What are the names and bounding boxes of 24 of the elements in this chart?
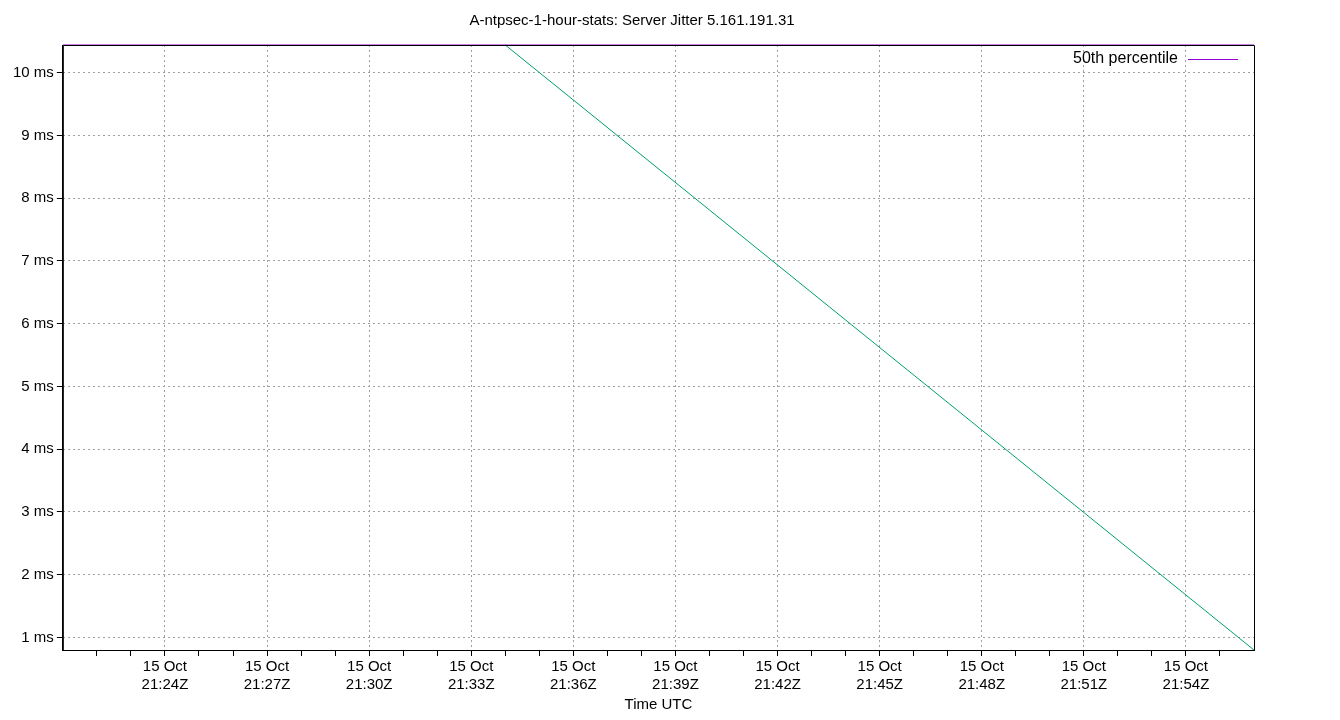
y-tick-label: 5 ms bbox=[21, 376, 54, 394]
y-tick-label: 10 ms bbox=[12, 62, 54, 80]
x-tick-label: 15 Oct 21:45Z bbox=[856, 657, 903, 693]
y-tick-label: 2 ms bbox=[21, 564, 54, 582]
x-tick-label: 15 Oct 21:27Z bbox=[243, 657, 291, 693]
y-tick-label: 7 ms bbox=[21, 251, 54, 269]
x-tick-label: 15 Oct 21:39Z bbox=[652, 657, 699, 693]
x-tick-label: 15 Oct 21:54Z bbox=[1162, 657, 1210, 693]
legend-label: 50th percentile bbox=[1073, 49, 1179, 67]
x-tick-label: 15 Oct 21:51Z bbox=[1060, 657, 1108, 693]
x-tick-label: 15 Oct 21:48Z bbox=[958, 657, 1006, 693]
y-tick-label: 8 ms bbox=[21, 188, 54, 206]
y-tick-label: 9 ms bbox=[21, 125, 54, 143]
y-tick-label: 6 ms bbox=[21, 313, 54, 331]
x-axis-title: Time UTC bbox=[624, 695, 693, 713]
x-tick-label: 15 Oct 21:42Z bbox=[754, 657, 801, 693]
x-tick-label: 15 Oct 21:24Z bbox=[141, 657, 189, 693]
y-tick-label: 4 ms bbox=[21, 439, 54, 457]
x-tick-label: 15 Oct 21:36Z bbox=[549, 657, 597, 693]
chart-title: A-ntpsec-1-hour-stats: Server Jitter 5.161.191.31 bbox=[469, 11, 795, 29]
y-tick-label: 1 ms bbox=[21, 627, 54, 645]
x-tick-label: 15 Oct 21:30Z bbox=[345, 657, 393, 693]
x-tick-label: 15 Oct 21:33Z bbox=[447, 657, 495, 693]
y-tick-label: 3 ms bbox=[21, 502, 54, 520]
